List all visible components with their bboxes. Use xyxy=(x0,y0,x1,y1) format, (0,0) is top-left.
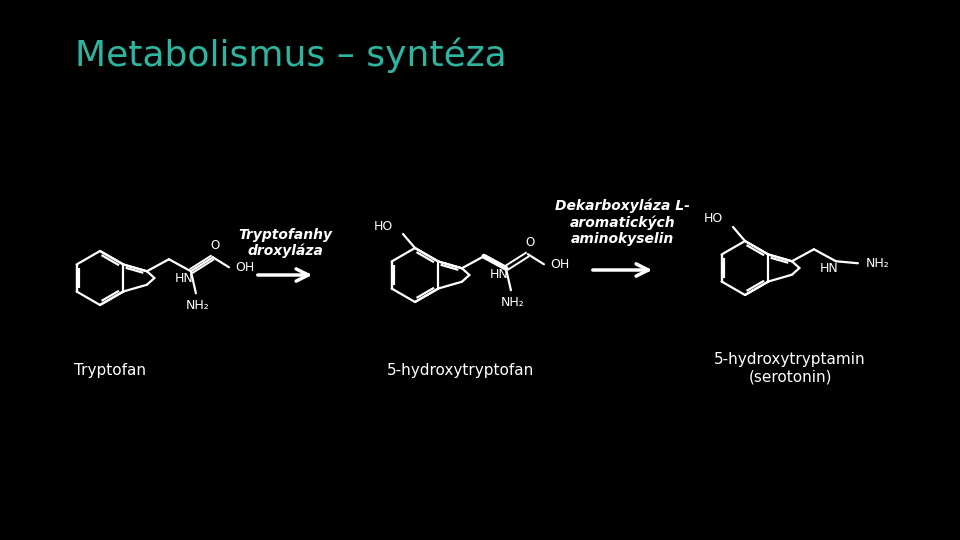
Text: Tryptofan: Tryptofan xyxy=(74,362,146,377)
Text: Tryptofanhy
droxyláza: Tryptofanhy droxyláza xyxy=(238,227,332,259)
Text: O: O xyxy=(210,239,220,252)
Text: HO: HO xyxy=(704,213,723,226)
Text: NH₂: NH₂ xyxy=(186,299,210,312)
Text: 5-hydroxytryptamin
(serotonin): 5-hydroxytryptamin (serotonin) xyxy=(714,352,866,384)
Text: Dekarboxyláza L-
aromatických
aminokyselin: Dekarboxyláza L- aromatických aminokysel… xyxy=(555,198,690,246)
Text: 5-hydroxytryptofan: 5-hydroxytryptofan xyxy=(386,362,534,377)
Text: NH₂: NH₂ xyxy=(501,296,525,309)
Text: HN: HN xyxy=(820,261,838,274)
Text: OH: OH xyxy=(550,258,569,271)
Text: O: O xyxy=(525,236,535,249)
Text: HN: HN xyxy=(490,268,508,281)
Text: OH: OH xyxy=(235,261,254,274)
Text: NH₂: NH₂ xyxy=(866,256,890,270)
Text: HN: HN xyxy=(175,272,193,285)
Text: Metabolismus – syntéza: Metabolismus – syntéza xyxy=(75,37,507,73)
Text: HO: HO xyxy=(373,219,393,233)
